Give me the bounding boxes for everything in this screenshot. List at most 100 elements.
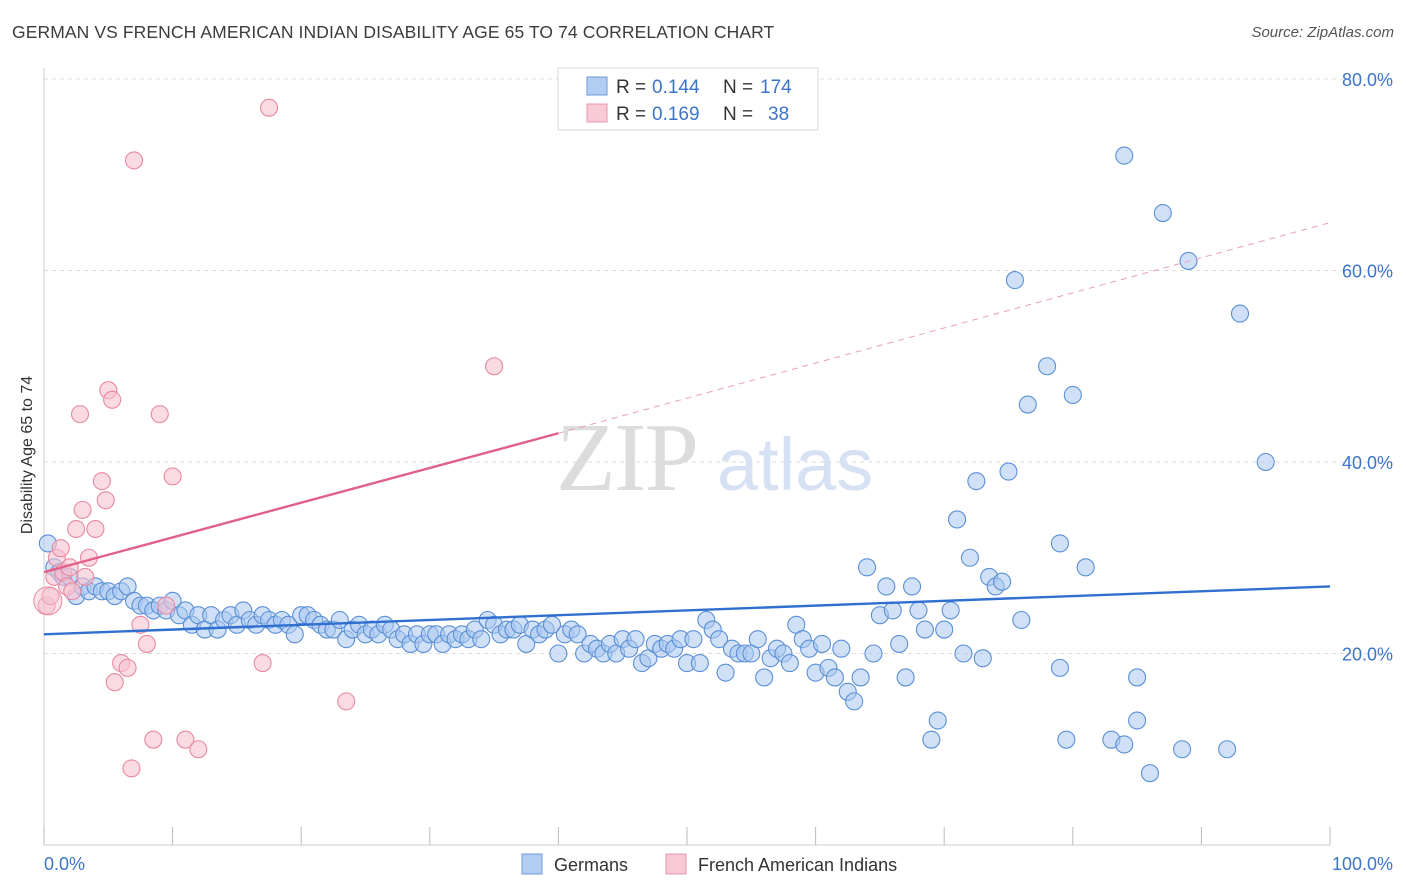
- data-point-french: [122, 759, 141, 778]
- data-point-germans: [851, 668, 870, 687]
- data-point-germans: [941, 601, 960, 620]
- data-point-germans: [1128, 711, 1147, 730]
- data-point-germans: [1218, 740, 1237, 759]
- data-point-germans: [825, 668, 844, 687]
- data-point-germans: [1115, 735, 1134, 754]
- data-point-germans: [857, 558, 877, 577]
- data-point-french: [337, 692, 356, 711]
- bottom-legend-french: French American Indians: [698, 855, 897, 875]
- data-point-germans: [909, 601, 928, 620]
- data-point-germans: [993, 572, 1012, 591]
- y-tick-label: 20.0%: [1342, 645, 1393, 665]
- data-point-germans: [832, 639, 851, 658]
- data-point-germans: [1050, 658, 1069, 677]
- bottom-legend-swatch-germans: [521, 853, 543, 875]
- data-point-germans: [967, 472, 986, 491]
- data-point-germans: [864, 644, 883, 663]
- data-point-germans: [1012, 610, 1031, 630]
- data-point-germans: [716, 663, 735, 682]
- grid-lines: [44, 78, 1392, 654]
- data-point-germans: [1038, 357, 1057, 376]
- data-point-germans: [472, 630, 491, 649]
- data-point-germans: [285, 625, 304, 644]
- legend-r-label-french: R =: [616, 104, 646, 125]
- data-point-germans: [922, 730, 941, 749]
- legend-n-label-french: N =: [723, 104, 753, 125]
- data-point-germans: [928, 711, 947, 730]
- data-point-french: [105, 673, 124, 692]
- data-point-french: [76, 567, 95, 586]
- data-point-germans: [690, 654, 709, 673]
- data-point-french: [131, 615, 150, 634]
- data-point-germans: [1153, 204, 1172, 223]
- data-point-germans: [960, 548, 979, 567]
- data-point-french: [67, 519, 86, 539]
- svg-text:ZIP: ZIP: [556, 404, 697, 512]
- data-point-french: [118, 658, 137, 677]
- data-point-germans: [626, 630, 645, 649]
- data-point-germans: [710, 630, 729, 649]
- data-point-french: [33, 586, 63, 616]
- data-point-germans: [890, 634, 909, 653]
- bottom-legend: Germans French American Indians: [521, 853, 897, 875]
- trend-line-germans: [43, 585, 1331, 636]
- data-point-germans: [1063, 385, 1082, 405]
- legend-n-germans: 174: [760, 77, 792, 98]
- x-tick-label-max: 100.0%: [1332, 854, 1393, 874]
- trend-line-french-extension: [558, 222, 1331, 434]
- svg-text:atlas: atlas: [717, 423, 873, 506]
- data-point-germans: [1256, 452, 1275, 472]
- y-tick-label: 60.0%: [1342, 262, 1393, 282]
- data-point-french: [96, 491, 115, 510]
- legend-n-french: 38: [768, 104, 789, 125]
- data-point-germans: [1128, 668, 1147, 687]
- data-point-germans: [1230, 304, 1250, 323]
- data-point-french: [92, 472, 111, 491]
- data-point-french: [103, 390, 122, 409]
- series-french-american-indians: [33, 98, 504, 778]
- data-point-french: [163, 467, 182, 486]
- axes: [43, 68, 1331, 846]
- data-point-french: [51, 539, 70, 558]
- legend: R = 0.144 N = 174 R = 0.169 N = 38: [557, 67, 819, 131]
- data-point-germans: [1076, 558, 1095, 577]
- watermark: ZIP atlas: [556, 404, 873, 512]
- data-point-french: [176, 730, 195, 749]
- data-point-germans: [1057, 730, 1076, 749]
- y-tick-label: 40.0%: [1342, 453, 1393, 473]
- bottom-legend-swatch-french: [665, 853, 687, 875]
- trend-line-french: [43, 432, 559, 574]
- data-point-germans: [1173, 740, 1192, 759]
- data-point-french: [157, 596, 176, 615]
- legend-swatch-germans: [586, 76, 608, 96]
- data-point-french: [144, 730, 163, 749]
- data-point-germans: [948, 510, 967, 529]
- data-point-french: [253, 654, 272, 673]
- data-point-germans: [1018, 395, 1037, 414]
- data-point-germans: [935, 620, 954, 639]
- data-point-germans: [902, 577, 922, 596]
- data-point-germans: [1050, 534, 1069, 553]
- data-point-germans: [755, 668, 774, 687]
- data-point-french: [485, 357, 504, 376]
- data-point-french: [137, 634, 156, 653]
- data-point-germans: [999, 462, 1018, 481]
- y-axis-title: Disability Age 65 to 74: [19, 376, 36, 534]
- legend-swatch-french: [586, 103, 608, 123]
- data-point-germans: [1005, 271, 1024, 290]
- chart-source: Source: ZipAtlas.com: [1251, 24, 1394, 41]
- legend-r-germans: 0.144: [652, 77, 700, 98]
- tick-labels: 20.0% 40.0% 60.0% 80.0% 0.0% 100.0%: [44, 70, 1393, 874]
- bottom-legend-germans: Germans: [554, 855, 628, 875]
- data-point-germans: [549, 644, 568, 663]
- legend-r-label-germans: R =: [616, 77, 646, 98]
- data-point-french: [189, 740, 208, 759]
- data-point-french: [86, 519, 105, 539]
- data-point-germans: [1140, 764, 1160, 783]
- data-point-germans: [915, 620, 934, 639]
- data-point-germans: [845, 692, 864, 711]
- x-tick-label-min: 0.0%: [44, 854, 85, 874]
- data-point-germans: [954, 644, 973, 663]
- data-point-germans: [748, 630, 767, 649]
